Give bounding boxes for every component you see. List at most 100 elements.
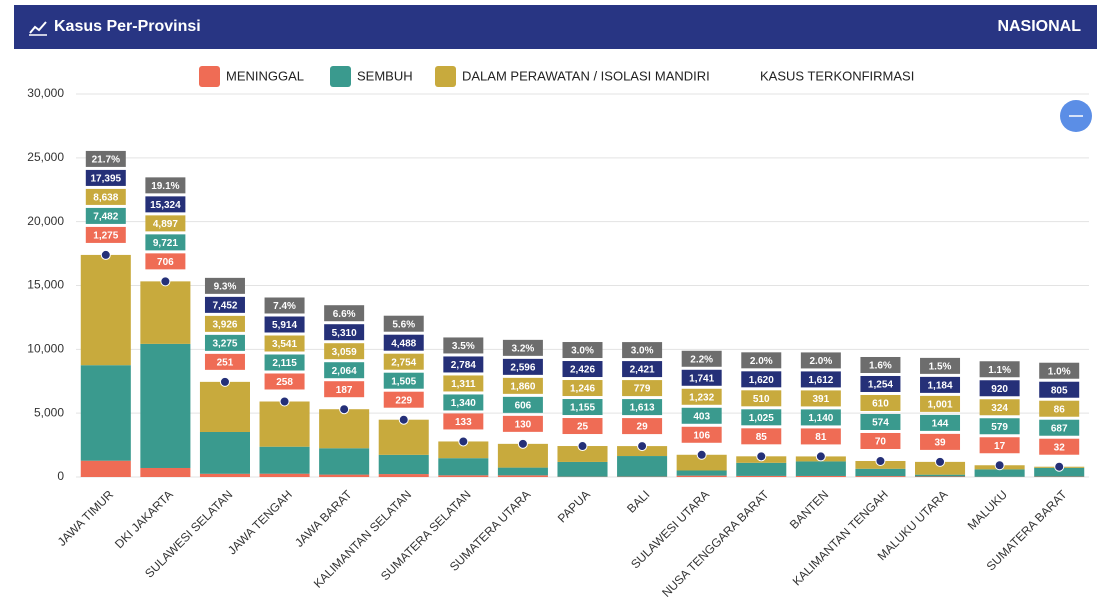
legend-swatch <box>199 66 220 87</box>
data-label: 5.6% <box>392 319 415 330</box>
bar-segment <box>676 475 727 477</box>
data-label: 251 <box>217 358 234 369</box>
data-label: 2.0% <box>750 356 773 367</box>
bar-segment <box>140 467 191 477</box>
x-tick-label: JAWA TENGAH <box>225 487 295 557</box>
label-box <box>622 418 663 435</box>
label-box <box>264 373 305 390</box>
label-box <box>920 376 961 393</box>
data-label: 706 <box>157 257 174 268</box>
data-label: 510 <box>753 394 770 405</box>
y-tick-label: 0 <box>57 469 64 483</box>
label-box <box>800 409 841 426</box>
chart-icon <box>29 21 47 36</box>
data-label: 1,155 <box>570 403 595 414</box>
confirmed-dot <box>339 404 350 415</box>
data-label: 2,784 <box>451 360 476 371</box>
data-label: 3,059 <box>332 347 357 358</box>
y-tick-label: 30,000 <box>27 86 64 100</box>
data-label: 687 <box>1051 423 1068 434</box>
data-label: 1.5% <box>929 362 952 373</box>
bar-segment <box>80 365 131 461</box>
confirmed-dot <box>160 276 171 287</box>
data-label: 7,482 <box>93 212 118 223</box>
x-tick-label: BANTEN <box>787 487 831 531</box>
label-box <box>622 361 663 378</box>
bar-segment <box>557 461 608 477</box>
data-label: 3.5% <box>452 341 475 352</box>
bar-segment <box>319 448 370 475</box>
bar-segment <box>319 409 370 449</box>
confirmed-dot <box>696 449 707 460</box>
label-box <box>85 150 126 167</box>
label-box <box>562 399 603 416</box>
label-box <box>502 339 543 356</box>
bar-segment <box>676 470 727 476</box>
data-label: 4,488 <box>391 338 416 349</box>
legend-swatch <box>330 66 351 87</box>
data-label: 1,232 <box>689 392 714 403</box>
label-box <box>800 371 841 388</box>
label-box <box>502 377 543 394</box>
data-label: 1,340 <box>451 398 476 409</box>
data-label: 81 <box>815 432 827 443</box>
label-box <box>145 215 186 232</box>
data-label: 779 <box>634 384 651 395</box>
label-box <box>681 407 722 424</box>
confirmed-dot <box>815 451 826 462</box>
bar-segment <box>140 343 191 468</box>
x-tick-label: PAPUA <box>555 487 593 525</box>
bar-segment <box>80 254 131 366</box>
x-tick-label: MALUKU <box>965 487 1010 532</box>
bar-segment <box>378 454 429 475</box>
bar-segment <box>617 456 668 477</box>
data-label: 403 <box>693 411 710 422</box>
confirmed-dot <box>458 436 469 447</box>
scope-button[interactable]: NASIONAL <box>997 18 1081 35</box>
confirmed-dot <box>1054 461 1065 472</box>
data-label: 3,541 <box>272 339 297 350</box>
label-box <box>979 399 1020 416</box>
data-label: 86 <box>1054 404 1066 415</box>
label-box <box>443 394 484 411</box>
data-label: 21.7% <box>92 155 120 166</box>
data-label: 29 <box>637 422 649 433</box>
bar-segment <box>378 474 429 477</box>
data-label: 229 <box>395 395 412 406</box>
label-box <box>741 390 782 407</box>
label-box <box>1039 400 1080 417</box>
label-box <box>145 177 186 194</box>
data-label: 1,184 <box>928 381 953 392</box>
label-box <box>741 409 782 426</box>
label-box <box>85 169 126 186</box>
label-box <box>443 356 484 373</box>
label-box <box>622 342 663 359</box>
label-box <box>800 352 841 369</box>
label-box <box>562 361 603 378</box>
bar-segment <box>378 419 429 455</box>
legend-label: DALAM PERAWATAN / ISOLASI MANDIRI <box>462 68 710 83</box>
bar-segment <box>974 469 1025 477</box>
data-label: 579 <box>991 422 1008 433</box>
data-label: 133 <box>455 417 472 428</box>
confirmed-dot <box>935 456 946 467</box>
confirmed-dot <box>994 460 1005 471</box>
bar-segment <box>915 474 966 477</box>
label-box <box>800 390 841 407</box>
label-box <box>860 394 901 411</box>
data-label: 6.6% <box>333 309 356 320</box>
label-box <box>383 391 424 408</box>
label-box <box>562 418 603 435</box>
data-label: 1,505 <box>391 376 416 387</box>
label-box <box>860 432 901 449</box>
x-tick-label: JAWA TIMUR <box>55 487 117 549</box>
data-label: 17,395 <box>90 174 121 185</box>
label-box <box>800 428 841 445</box>
label-box <box>979 380 1020 397</box>
bar-segment <box>438 441 489 459</box>
bar-segment <box>795 475 846 477</box>
bar-segment <box>795 461 846 476</box>
bar-segment <box>497 443 548 468</box>
bar-segment <box>199 381 250 432</box>
data-label: 610 <box>872 399 889 410</box>
